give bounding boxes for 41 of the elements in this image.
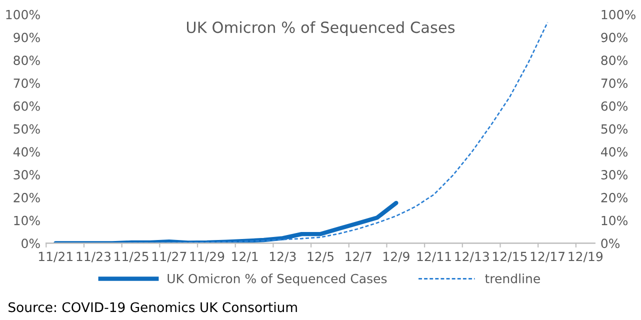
x-tick-label: 12/5 — [308, 252, 334, 262]
y-tick-label: 40% — [13, 147, 40, 157]
y2-tick-label: 90% — [601, 32, 628, 42]
x-tick-label: 11/23 — [76, 252, 110, 262]
x-tick-label: 12/3 — [270, 252, 296, 262]
y2-tick-label: 50% — [601, 124, 628, 134]
x-tick-label: 12/13 — [455, 252, 489, 262]
y2-tick-label: 60% — [601, 101, 628, 111]
y2-tick-label: 80% — [601, 56, 628, 66]
y2-tick-label: 10% — [602, 216, 628, 226]
y2-tick-label: 70% — [601, 78, 628, 88]
y2-tick-label: 0% — [601, 238, 620, 248]
y-tick-label: 50% — [14, 124, 40, 134]
y2-tick-label: 30% — [601, 170, 628, 180]
x-tick-label: 11/21 — [38, 252, 72, 262]
y-tick-label: 70% — [14, 78, 40, 88]
y-tick-label: 20% — [14, 192, 40, 202]
x-tick-label: 11/25 — [114, 252, 148, 262]
y-tick-label: 10% — [14, 216, 40, 226]
y-tick-label: 0% — [22, 238, 40, 248]
legend-label: trendline — [485, 274, 540, 284]
chart-title: UK Omicron % of Sequenced Cases — [187, 21, 455, 36]
y-tick-label: 80% — [14, 56, 40, 66]
x-tick-label: 12/9 — [384, 252, 410, 262]
y-tick-label: 60% — [14, 101, 40, 111]
y-tick-label: 90% — [14, 32, 40, 42]
y2-tick-label: 40% — [601, 147, 628, 157]
y2-tick-label: 100% — [602, 10, 636, 20]
x-tick-label: 12/11 — [417, 252, 451, 262]
x-tick-label: 11/29 — [190, 252, 224, 262]
legend-label: UK Omicron % of Sequenced Cases — [168, 274, 387, 286]
x-tick-label: 12/1 — [232, 252, 258, 262]
x-tick-label: 12/17 — [530, 252, 564, 262]
x-tick-label: 12/15 — [493, 252, 527, 262]
y2-tick-label: 20% — [601, 192, 628, 202]
y-tick-label: 30% — [14, 170, 40, 180]
x-tick-label: 11/27 — [152, 252, 186, 262]
source-note: Source: COVID-19 Genomics UK Consortium — [8, 302, 297, 312]
x-tick-label: 12/19 — [568, 252, 603, 262]
x-tick-label: 12/7 — [346, 252, 372, 262]
y-tick-label: 100% — [6, 10, 40, 20]
